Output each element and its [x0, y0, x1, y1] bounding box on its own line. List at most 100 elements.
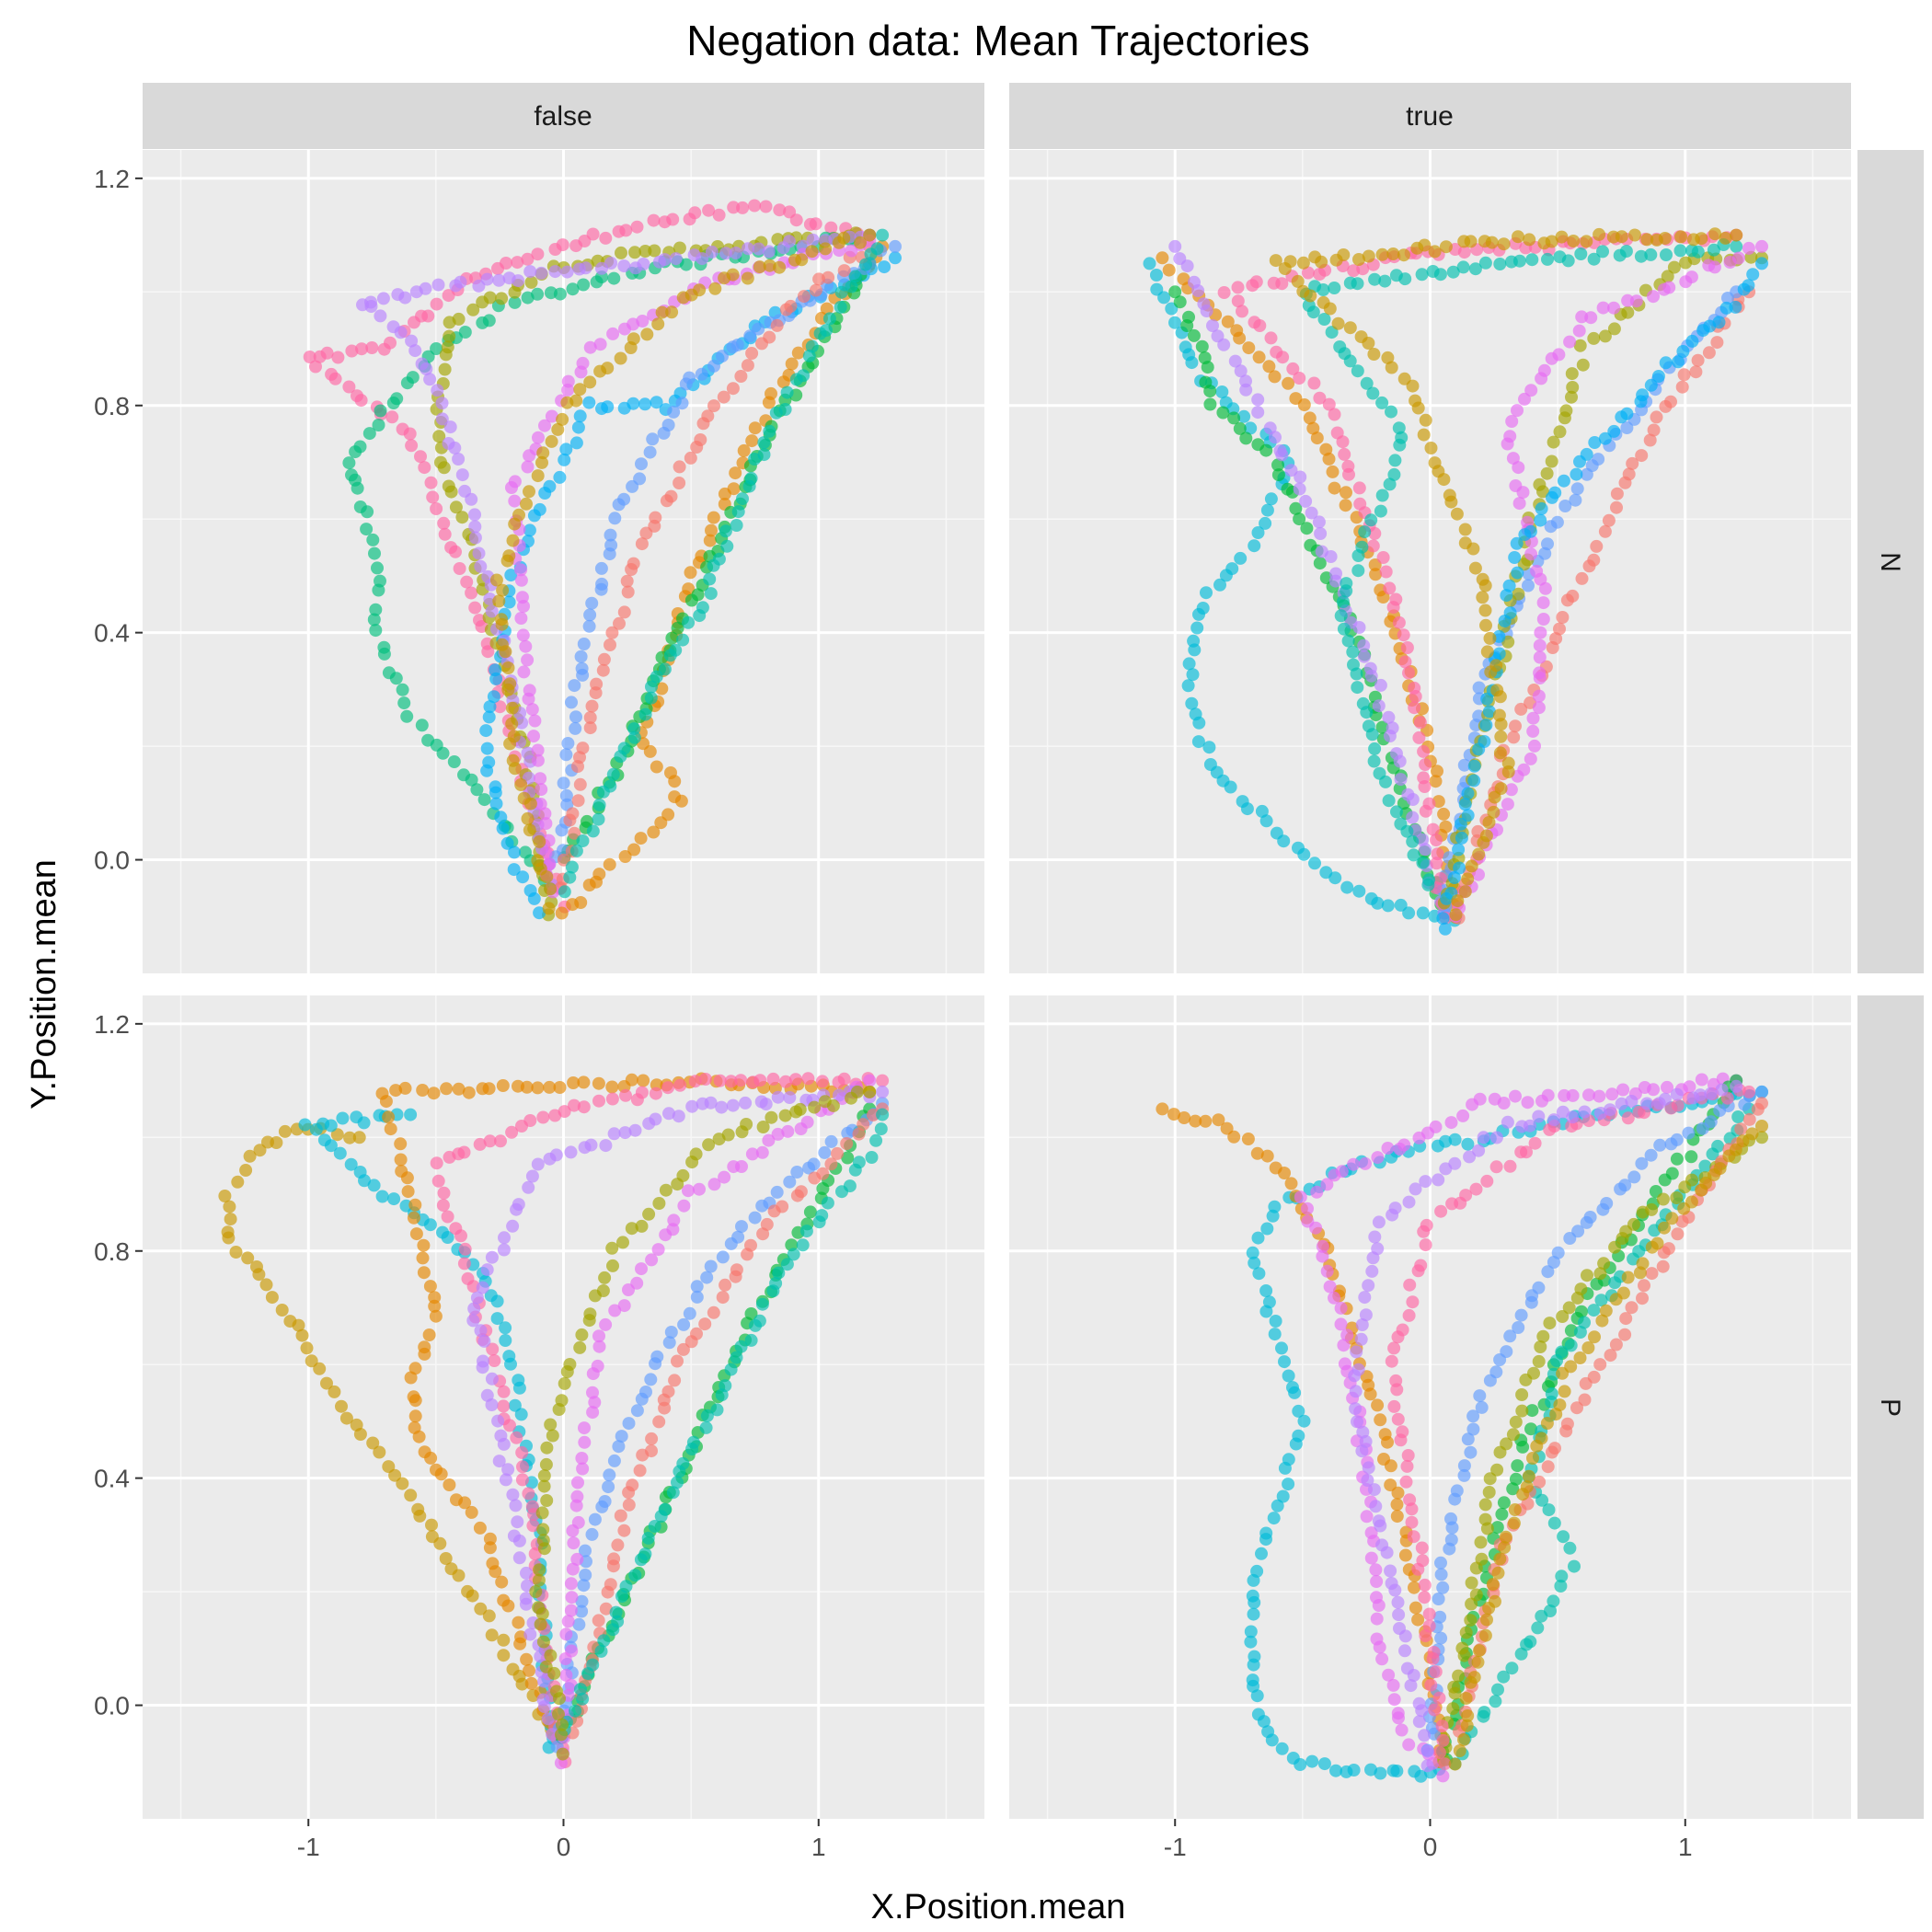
data-point [1607, 322, 1621, 336]
data-point [1490, 1521, 1504, 1535]
data-point [1459, 1189, 1473, 1202]
data-point [1381, 899, 1395, 913]
data-point [480, 1263, 494, 1277]
data-point [791, 346, 805, 360]
data-point [1541, 1265, 1555, 1279]
data-point [567, 1076, 581, 1089]
data-point [1367, 1483, 1381, 1497]
data-point [1575, 1305, 1588, 1318]
data-point [1466, 1409, 1480, 1423]
data-point [561, 1615, 575, 1628]
data-point [705, 523, 718, 537]
data-point [1246, 1246, 1259, 1259]
data-point [611, 1538, 625, 1552]
data-point [466, 1314, 480, 1328]
data-point [592, 868, 606, 881]
data-point [405, 334, 419, 348]
data-point [889, 239, 902, 253]
data-point [507, 863, 521, 877]
data-point [1432, 1691, 1446, 1705]
data-point [652, 1415, 666, 1429]
data-point [533, 1563, 546, 1577]
data-point [1691, 245, 1705, 259]
data-point [454, 275, 467, 289]
data-point [1541, 537, 1554, 551]
data-point [1522, 579, 1535, 592]
data-point [1615, 1097, 1628, 1110]
data-point [1355, 540, 1369, 554]
data-point [673, 386, 687, 400]
data-point [726, 1098, 740, 1112]
data-point [1429, 775, 1443, 788]
data-point [1575, 310, 1589, 324]
data-point [1708, 227, 1722, 241]
data-point [1271, 1499, 1284, 1512]
strip-row-p [1857, 995, 1924, 1819]
data-point [1457, 1733, 1470, 1746]
data-point [1524, 384, 1538, 397]
data-point [523, 485, 535, 499]
data-point [1540, 466, 1554, 480]
data-point [1667, 260, 1681, 274]
data-point [1167, 1108, 1180, 1121]
data-point [1200, 586, 1213, 600]
data-point [305, 1354, 318, 1368]
data-point [515, 1473, 529, 1487]
data-point [801, 1072, 815, 1086]
data-point [1260, 1222, 1274, 1236]
data-point [1392, 421, 1406, 435]
data-point [586, 1658, 600, 1672]
data-point [1341, 634, 1355, 648]
data-point [1212, 1113, 1225, 1127]
data-point [1532, 701, 1546, 715]
data-point [638, 707, 652, 721]
data-point [1407, 848, 1420, 862]
data-point [470, 783, 484, 797]
data-point [650, 396, 663, 409]
data-point [1391, 1595, 1405, 1609]
data-point [1409, 1601, 1422, 1615]
data-point [1315, 545, 1328, 558]
data-point [658, 1502, 672, 1516]
data-point [531, 753, 545, 767]
data-point [1461, 1137, 1475, 1151]
data-point [482, 314, 496, 328]
data-point [771, 1127, 785, 1141]
data-point [1526, 724, 1540, 738]
data-point [1644, 378, 1658, 392]
data-point [1260, 1149, 1274, 1163]
data-point [531, 1081, 545, 1095]
data-point [650, 670, 663, 684]
data-point [1518, 392, 1531, 406]
data-point [1464, 235, 1478, 248]
data-point [744, 1333, 758, 1347]
data-point [682, 615, 696, 629]
data-point [324, 1119, 338, 1133]
data-point [559, 1627, 573, 1641]
data-point [444, 1562, 458, 1576]
data-point [1374, 1413, 1387, 1427]
data-point [831, 1146, 844, 1160]
data-point [673, 460, 686, 474]
data-point [1547, 1516, 1561, 1530]
data-point [1685, 1150, 1698, 1164]
data-point [1489, 1131, 1503, 1144]
data-point [717, 390, 730, 404]
data-point [1566, 1088, 1580, 1102]
data-point [1594, 1294, 1608, 1307]
x-tick-label: -1 [1164, 1833, 1187, 1861]
data-point [1598, 524, 1612, 538]
data-point [1378, 1428, 1392, 1442]
data-point [1619, 245, 1633, 259]
data-point [1524, 524, 1537, 538]
data-point [1403, 1493, 1417, 1507]
strip-label-false: false [534, 101, 592, 132]
data-point [1636, 1257, 1650, 1271]
data-point [734, 1074, 748, 1087]
data-point [1550, 515, 1564, 529]
data-point [1604, 1349, 1617, 1363]
data-point [575, 1452, 589, 1465]
data-point [719, 524, 732, 538]
data-point [1713, 1162, 1727, 1176]
data-point [1566, 589, 1580, 603]
